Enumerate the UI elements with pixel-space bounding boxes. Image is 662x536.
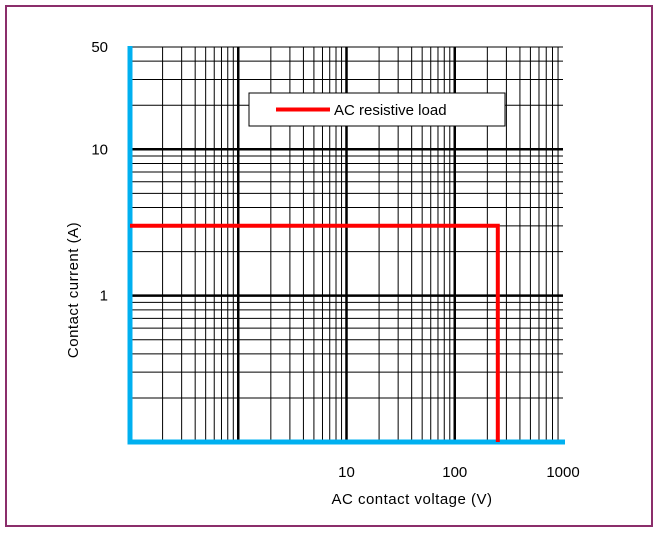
y-tick-label: 50 — [91, 39, 108, 56]
x-tick-label: 100 — [442, 464, 467, 481]
axes — [127, 46, 565, 445]
y-tick-label: 10 — [91, 141, 108, 158]
x-tick-label: 10 — [338, 464, 355, 481]
series-line-0 — [130, 223, 500, 442]
y-tick-label: 1 — [100, 288, 108, 305]
tick-labels: 10 100 1000 50 10 1 — [91, 39, 579, 481]
x-tick-label: 1000 — [546, 464, 579, 481]
x-axis-label: AC contact voltage (V) — [331, 491, 492, 508]
legend-label: AC resistive load — [334, 102, 447, 119]
series-group — [130, 223, 500, 442]
legend: AC resistive load — [248, 92, 506, 127]
y-axis-label: Contact current (A) — [65, 222, 82, 358]
